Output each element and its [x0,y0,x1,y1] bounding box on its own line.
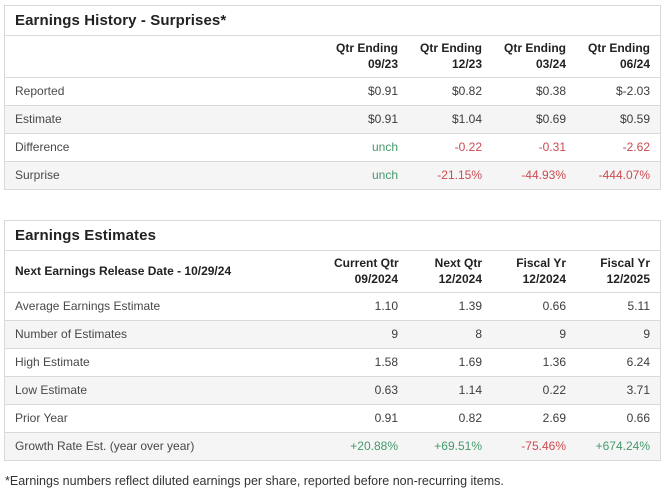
cell-value: 1.14 [408,376,492,406]
table-row-average-estimate: Average Earnings Estimate 1.10 1.39 0.66… [5,292,660,322]
table-row-surprise: Surprise unch -21.15% -44.93% -444.07% [5,161,660,190]
cell-value: $0.59 [576,105,660,135]
cell-value: 1.39 [408,292,492,322]
cell-value: -75.46% [492,432,576,461]
cell-value: 0.22 [492,376,576,406]
row-label: Number of Estimates [5,320,324,350]
earnings-estimates-title: Earnings Estimates [5,221,660,252]
earnings-estimates-card: Earnings Estimates Next Earnings Release… [4,220,661,462]
cell-value: $0.91 [324,77,408,107]
table-row-low-estimate: Low Estimate 0.63 1.14 0.22 3.71 [5,376,660,406]
cell-value: -2.62 [576,133,660,163]
row-label: Low Estimate [5,376,324,406]
column-header-fiscal-yr-2025: Fiscal Yr 12/2025 [576,251,660,294]
cell-value: $-2.03 [576,77,660,107]
cell-value: -444.07% [576,161,660,190]
cell-value: -0.31 [492,133,576,163]
row-label: Estimate [5,105,324,135]
cell-value: 1.10 [324,292,408,322]
cell-value: 9 [576,320,660,350]
column-header-qtr-0324: Qtr Ending 03/24 [492,36,576,79]
row-label: Growth Rate Est. (year over year) [5,432,324,461]
table-row-number-of-estimates: Number of Estimates 9 8 9 9 [5,320,660,350]
cell-value: 3.71 [576,376,660,406]
cell-value: $0.91 [324,105,408,135]
next-release-date-label: Next Earnings Release Date - 10/29/24 [5,251,324,294]
cell-value: 0.91 [324,404,408,434]
cell-value: +20.88% [324,432,408,461]
cell-value: $0.82 [408,77,492,107]
cell-value: 8 [408,320,492,350]
cell-value: +69.51% [408,432,492,461]
cell-value: $1.04 [408,105,492,135]
earnings-estimates-table: Next Earnings Release Date - 10/29/24 Cu… [5,251,660,461]
earnings-history-title: Earnings History - Surprises* [5,6,660,36]
earnings-history-table: Qtr Ending 09/23 Qtr Ending 12/23 Qtr En… [5,36,660,190]
table-row-prior-year: Prior Year 0.91 0.82 2.69 0.66 [5,404,660,434]
cell-value: 1.69 [408,348,492,378]
cell-value: 0.82 [408,404,492,434]
column-header-qtr-0923: Qtr Ending 09/23 [324,36,408,79]
row-label: Prior Year [5,404,324,434]
row-label: High Estimate [5,348,324,378]
earnings-footnote: *Earnings numbers reflect diluted earnin… [5,474,504,488]
cell-value: 9 [492,320,576,350]
cell-value: 1.36 [492,348,576,378]
corner-header-empty [5,36,324,79]
cell-value: 6.24 [576,348,660,378]
cell-value: 0.63 [324,376,408,406]
table-row-reported: Reported $0.91 $0.82 $0.38 $-2.03 [5,77,660,107]
row-label: Average Earnings Estimate [5,292,324,322]
cell-value: unch [324,133,408,163]
table-row-difference: Difference unch -0.22 -0.31 -2.62 [5,133,660,163]
column-header-qtr-1223: Qtr Ending 12/23 [408,36,492,79]
cell-value: +674.24% [576,432,660,461]
column-header-next-qtr: Next Qtr 12/2024 [408,251,492,294]
cell-value: -21.15% [408,161,492,190]
cell-value: $0.69 [492,105,576,135]
column-header-current-qtr: Current Qtr 09/2024 [324,251,408,294]
row-label: Surprise [5,161,324,190]
cell-value: -44.93% [492,161,576,190]
column-header-fiscal-yr-2024: Fiscal Yr 12/2024 [492,251,576,294]
earnings-history-card: Earnings History - Surprises* Qtr Ending… [4,5,661,191]
cell-value: -0.22 [408,133,492,163]
cell-value: $0.38 [492,77,576,107]
cell-value: 9 [324,320,408,350]
cell-value: 0.66 [576,404,660,434]
cell-value: 1.58 [324,348,408,378]
table-row-estimate: Estimate $0.91 $1.04 $0.69 $0.59 [5,105,660,135]
table-row-high-estimate: High Estimate 1.58 1.69 1.36 6.24 [5,348,660,378]
row-label: Reported [5,77,324,107]
cell-value: 2.69 [492,404,576,434]
cell-value: 0.66 [492,292,576,322]
earnings-history-header-row: Qtr Ending 09/23 Qtr Ending 12/23 Qtr En… [5,36,660,79]
earnings-estimates-header-row: Next Earnings Release Date - 10/29/24 Cu… [5,251,660,294]
table-row-growth-rate: Growth Rate Est. (year over year) +20.88… [5,432,660,461]
row-label: Difference [5,133,324,163]
column-header-qtr-0624: Qtr Ending 06/24 [576,36,660,79]
cell-value: unch [324,161,408,190]
cell-value: 5.11 [576,292,660,322]
